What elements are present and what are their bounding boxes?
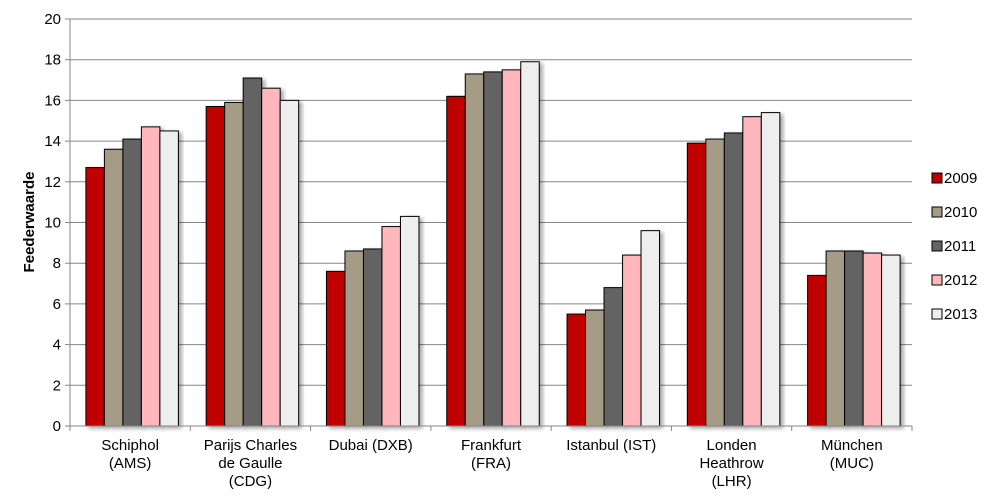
bar-2010-3 — [464, 73, 485, 427]
bar-2012-1 — [261, 87, 281, 427]
y-tick-label: 12 — [44, 174, 61, 191]
legend-label-2013: 2013 — [944, 306, 977, 323]
x-category-label: München (MUC) — [821, 437, 883, 472]
axes — [65, 18, 913, 431]
x-category-label-line: (MUC) — [830, 455, 874, 472]
bar-2012-3 — [501, 69, 522, 427]
bar-2011-3 — [483, 71, 503, 427]
bar-2012-2 — [381, 226, 401, 427]
bar-2011-2 — [362, 248, 383, 427]
y-tick-label: 8 — [53, 255, 61, 272]
bar-2009-4 — [566, 313, 587, 427]
bar-2010-0 — [103, 148, 124, 427]
y-tick-label: 0 — [53, 418, 61, 435]
bar-2013-0 — [159, 130, 179, 427]
y-tick-label: 10 — [44, 215, 61, 232]
y-tick-label: 18 — [44, 52, 61, 69]
legend: 2009 2010 2011 2012 2013 — [931, 170, 977, 323]
x-category-label-line: München — [821, 437, 883, 454]
y-tick-label: 6 — [53, 296, 61, 313]
bar-2010-4 — [585, 309, 605, 427]
x-category-label: Parijs Charles de Gaulle (CDG) — [204, 437, 297, 490]
legend-label-2010: 2010 — [944, 204, 977, 221]
x-category-label-line: Frankfurt — [461, 437, 522, 454]
legend-label-2012: 2012 — [944, 272, 977, 289]
bar-2013-4 — [640, 230, 661, 427]
y-tick-label: 20 — [44, 11, 61, 28]
bar-2009-3 — [446, 95, 466, 427]
x-category-label-line: Schiphol — [101, 437, 159, 454]
bar-2013-3 — [520, 61, 540, 427]
bar-2013-5 — [760, 112, 781, 427]
bar-2009-5 — [686, 142, 707, 427]
bar-2011-4 — [603, 287, 624, 427]
bar-2013-6 — [881, 254, 901, 427]
legend-swatch-2009 — [931, 172, 943, 184]
bar-2010-2 — [344, 250, 364, 427]
x-category-label: Istanbul (IST) — [566, 437, 656, 454]
bar-2012-5 — [742, 116, 762, 427]
x-category-label-line: Istanbul (IST) — [566, 437, 656, 454]
x-category-label-line: Dubai (DXB) — [329, 437, 413, 454]
x-category-label-line: Parijs Charles — [204, 437, 297, 454]
bar-2013-2 — [399, 215, 420, 427]
x-category-label: Frankfurt (FRA) — [461, 437, 522, 472]
bar-2010-6 — [825, 250, 846, 427]
x-category-label-line: (FRA) — [471, 455, 511, 472]
bar-2010-1 — [224, 101, 244, 427]
y-tick-label: 14 — [44, 133, 61, 150]
x-category-label-line: (LHR) — [712, 473, 752, 490]
legend-label-2009: 2009 — [944, 170, 977, 187]
bar-2009-1 — [205, 106, 226, 427]
legend-swatch-2011 — [931, 240, 943, 252]
bar-2010-5 — [705, 138, 725, 427]
bar-2013-1 — [279, 99, 300, 427]
y-tick-label: 4 — [53, 337, 61, 354]
legend-swatch-2013 — [931, 308, 943, 320]
x-category-label: Dubai (DXB) — [329, 437, 413, 454]
bar-2009-6 — [807, 274, 827, 427]
x-category-label: Schiphol (AMS) — [101, 437, 159, 472]
bar-2009-0 — [85, 167, 105, 427]
legend-label-2011: 2011 — [944, 238, 976, 255]
bar-2011-5 — [723, 132, 744, 427]
bar-2011-1 — [242, 77, 263, 427]
legend-swatch-2010 — [931, 206, 943, 218]
bar-2012-0 — [140, 126, 161, 427]
x-category-label-line: Londen — [707, 437, 757, 454]
bar-2012-4 — [622, 254, 642, 427]
bar-2012-6 — [862, 252, 883, 427]
x-category-labels: Schiphol (AMS) Parijs Charles de Gaulle (CDG… — [101, 437, 882, 490]
bar-2011-0 — [122, 138, 142, 427]
legend-swatch-2012 — [931, 274, 943, 286]
x-category-label-line: de Gaulle — [218, 455, 282, 472]
x-category-label-line: Heathrow — [699, 455, 763, 472]
y-tick-label: 16 — [44, 92, 61, 109]
bars — [85, 61, 901, 427]
y-axis-label: Feederwaarde — [21, 172, 38, 273]
x-category-label: Londen Heathrow (LHR) — [699, 437, 763, 490]
y-tick-labels: 0 2 4 6 8 10 12 14 16 18 20 — [44, 11, 61, 435]
bar-2009-2 — [325, 270, 346, 427]
bar-2011-6 — [844, 250, 864, 427]
y-tick-label: 2 — [53, 377, 61, 394]
x-category-label-line: (AMS) — [109, 455, 152, 472]
x-category-label-line: (CDG) — [229, 473, 272, 490]
